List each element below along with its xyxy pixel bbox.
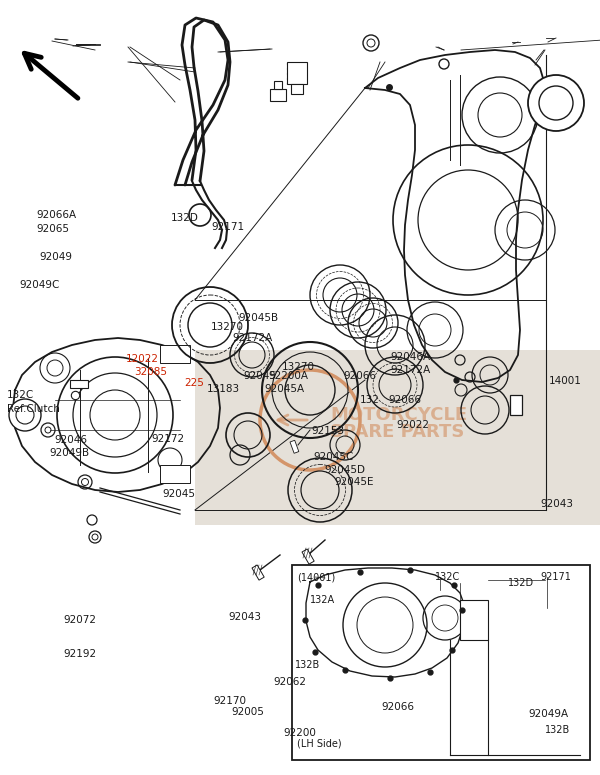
Bar xyxy=(460,600,488,640)
Text: 92200A: 92200A xyxy=(269,371,309,381)
Text: 92046A: 92046A xyxy=(390,353,430,362)
Bar xyxy=(274,81,282,89)
Text: 132B: 132B xyxy=(545,725,570,735)
Text: 92049: 92049 xyxy=(39,253,72,262)
Text: 92153: 92153 xyxy=(311,426,344,436)
Text: 132B: 132B xyxy=(295,660,320,670)
Text: 92045: 92045 xyxy=(162,490,195,499)
Text: 92049B: 92049B xyxy=(50,449,90,458)
Bar xyxy=(510,395,522,415)
Bar xyxy=(270,89,286,101)
Text: 132C: 132C xyxy=(435,572,460,582)
Text: 92022: 92022 xyxy=(396,421,429,430)
Text: 132: 132 xyxy=(360,395,380,405)
Text: 132C: 132C xyxy=(7,391,34,400)
Text: 92045C: 92045C xyxy=(314,453,354,462)
Text: 92049C: 92049C xyxy=(20,281,60,290)
Bar xyxy=(160,465,190,483)
Text: 92045B: 92045B xyxy=(239,313,279,322)
Bar xyxy=(291,84,303,94)
Text: 13183: 13183 xyxy=(207,384,240,394)
Bar xyxy=(160,345,190,363)
Text: 92045: 92045 xyxy=(243,371,276,381)
Text: 92171: 92171 xyxy=(211,222,244,232)
Text: 92066: 92066 xyxy=(344,371,377,381)
Text: 92066: 92066 xyxy=(381,702,414,711)
Bar xyxy=(302,549,314,564)
Text: 13270: 13270 xyxy=(282,363,315,372)
Text: 92170: 92170 xyxy=(213,696,246,705)
Text: 92066: 92066 xyxy=(388,395,421,405)
Circle shape xyxy=(528,75,584,131)
Text: 92172A: 92172A xyxy=(232,333,272,343)
Text: 132D: 132D xyxy=(171,213,199,222)
Text: 132A: 132A xyxy=(310,595,335,605)
Text: 92192: 92192 xyxy=(63,649,96,659)
Bar xyxy=(287,62,307,84)
Text: (14001): (14001) xyxy=(297,572,335,582)
Circle shape xyxy=(9,399,41,431)
Text: 92172A: 92172A xyxy=(390,366,430,375)
Text: 92066A: 92066A xyxy=(36,211,76,220)
Text: (LH Side): (LH Side) xyxy=(297,738,341,748)
Text: 92072: 92072 xyxy=(63,615,96,625)
Text: 92046: 92046 xyxy=(54,436,87,445)
Text: 92171: 92171 xyxy=(540,572,571,582)
Text: 92043: 92043 xyxy=(228,612,261,622)
Text: 92200: 92200 xyxy=(284,728,317,738)
Bar xyxy=(252,565,264,580)
Text: 92043: 92043 xyxy=(540,499,573,508)
Text: 92005: 92005 xyxy=(231,708,264,717)
Bar xyxy=(195,350,600,525)
Text: 225: 225 xyxy=(184,378,204,388)
Text: SPARE PARTS: SPARE PARTS xyxy=(330,423,464,441)
Text: 92062: 92062 xyxy=(273,677,306,687)
Text: 14001: 14001 xyxy=(549,377,582,386)
Bar xyxy=(290,440,299,453)
Bar xyxy=(292,565,590,760)
Text: 92045D: 92045D xyxy=(324,465,365,474)
Text: 92045A: 92045A xyxy=(264,384,304,394)
Text: 92065: 92065 xyxy=(36,225,69,234)
Text: 92045E: 92045E xyxy=(335,477,374,487)
Text: MOTORCYCLE: MOTORCYCLE xyxy=(330,406,467,424)
Text: 92172: 92172 xyxy=(151,434,184,443)
Text: 132D: 132D xyxy=(508,578,534,588)
Text: Ref.Clutch: Ref.Clutch xyxy=(7,405,60,414)
Text: 12022: 12022 xyxy=(126,354,159,363)
Text: 13270: 13270 xyxy=(211,322,244,332)
Text: 92049A: 92049A xyxy=(528,709,568,718)
Text: 32085: 32085 xyxy=(134,367,167,377)
Bar xyxy=(70,380,88,388)
